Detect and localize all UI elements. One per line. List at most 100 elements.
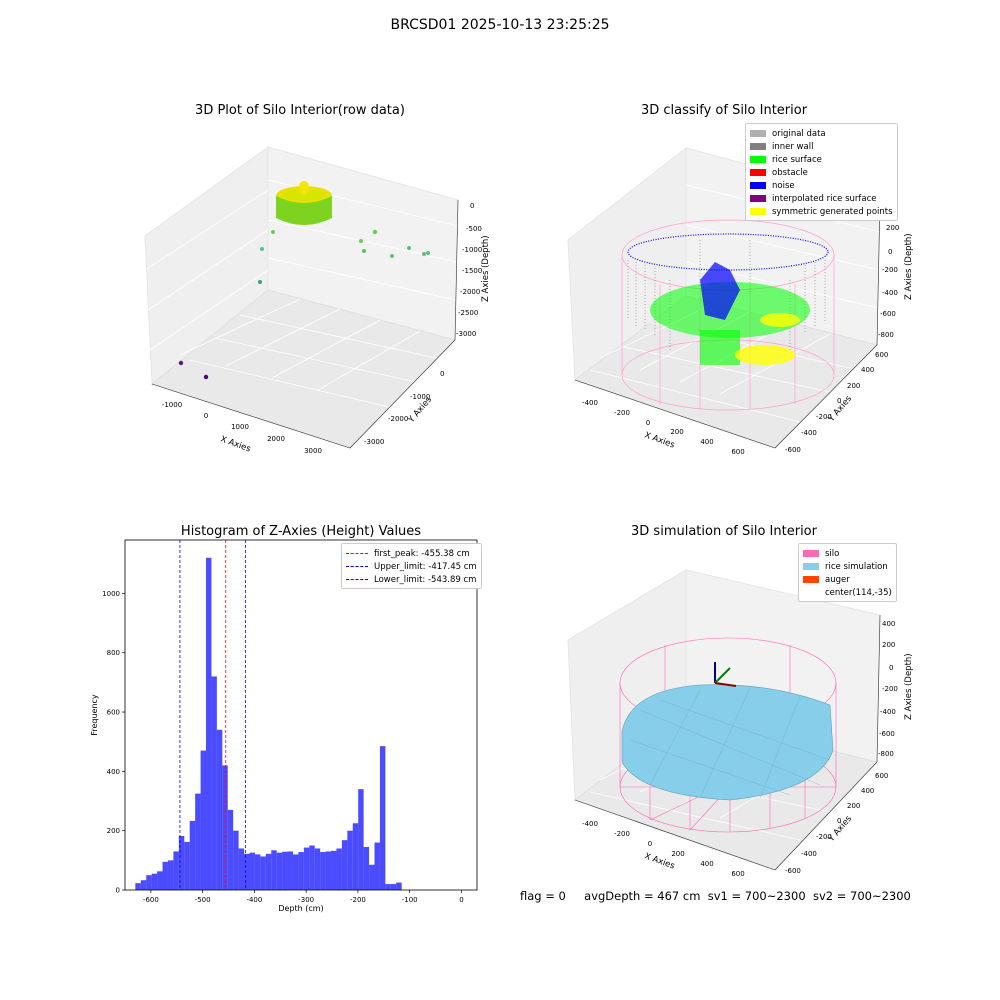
legend-item: obstacle: [750, 166, 893, 179]
classify-ytick: -400: [801, 429, 817, 437]
legend-label: symmetric generated points: [772, 206, 893, 217]
classify-ztick: 200: [886, 224, 899, 232]
raw-ytick: 0: [440, 370, 444, 378]
raw-ytick: -3000: [364, 438, 384, 446]
histogram-bar: [314, 848, 321, 890]
histogram-xtick-label: 0: [459, 896, 463, 904]
sim-ztick: -600: [879, 730, 895, 738]
legend-swatch: [750, 182, 766, 189]
histogram-bar: [206, 557, 212, 890]
sim-ztick: 200: [882, 641, 895, 649]
legend-label: first_peak: -455.38 cm: [374, 548, 470, 559]
histogram-legend: first_peak: -455.38 cm Upper_limit: -417…: [341, 543, 482, 589]
histogram-bar: [303, 847, 310, 890]
histogram-bar: [157, 871, 163, 890]
sim-zlabel: Z Axies (Depth): [904, 653, 914, 720]
sim-ztick: 0: [889, 664, 893, 672]
histogram-xlabel: Depth (cm): [278, 904, 323, 913]
histogram-bar: [352, 823, 359, 890]
sim-legend: silo rice simulation auger center(114,-3…: [798, 543, 897, 602]
classify-ztick: -600: [880, 310, 896, 318]
legend-swatch: [803, 589, 819, 596]
raw-points: [178, 181, 430, 380]
raw-xtick: 2000: [267, 435, 285, 443]
figure-title: BRCSD01 2025-10-13 23:25:25: [390, 17, 610, 33]
legend-item: Lower_limit: -543.89 cm: [346, 573, 477, 586]
classify-ztick: 0: [888, 248, 892, 256]
histogram-xtick-label: -100: [402, 896, 418, 904]
sim-ytick: -600: [785, 867, 801, 875]
histogram-xtick-label: -500: [195, 896, 211, 904]
classify-ytick: 400: [861, 366, 874, 374]
histogram-bar: [184, 841, 190, 890]
histogram-bar: [396, 882, 402, 890]
histogram-bar: [146, 875, 152, 890]
legend-item: rice surface: [750, 153, 893, 166]
histogram-bar: [216, 729, 223, 890]
histogram-bar: [244, 853, 250, 890]
status-avg-depth: avgDepth = 467 cm: [584, 889, 701, 903]
classify-ytick: 200: [847, 382, 860, 390]
status-sv1: sv1 = 700~2300: [707, 889, 806, 903]
classify-xtick: -400: [582, 399, 598, 407]
raw-ztick: -500: [466, 225, 482, 233]
legend-swatch: [750, 156, 766, 163]
legend-label: obstacle: [772, 167, 808, 178]
histogram-ytick-label: 800: [107, 649, 120, 657]
histogram-ytick-label: 400: [107, 768, 120, 776]
legend-swatch: [346, 553, 368, 554]
histogram-bar: [233, 830, 239, 890]
classify-ztick: -800: [878, 331, 894, 339]
legend-item: noise: [750, 179, 893, 192]
histogram-xtick-label: -300: [298, 896, 314, 904]
legend-swatch: [750, 130, 766, 137]
histogram-xticks: -600 -500 -400 -300 -200 -100 0: [143, 890, 464, 904]
classify-xtick: 400: [700, 438, 713, 446]
histogram-title: Histogram of Z-Axies (Height) Values: [180, 524, 422, 539]
histogram-bar: [347, 830, 353, 890]
histogram-xtick-label: -600: [143, 896, 159, 904]
histogram-bar: [325, 851, 332, 890]
raw-ztick: -1000: [462, 246, 482, 254]
legend-item: rice simulation: [803, 560, 892, 573]
histogram-bar: [369, 864, 375, 890]
histogram-chart: -600 -500 -400 -300 -200 -100 0 0 200 400 600 800 1…: [90, 539, 478, 913]
histogram-bar: [135, 883, 141, 890]
classify-xtick: 0: [646, 419, 650, 427]
legend-label: silo: [825, 548, 840, 559]
histogram-ytick-label: 0: [116, 887, 120, 895]
sim-ztick: -800: [878, 750, 894, 758]
histogram-ytick-label: 1000: [102, 590, 120, 598]
classify-ytick: 600: [875, 351, 888, 359]
legend-label: auger: [825, 574, 850, 585]
classify-zlabel: Z Axies (Depth): [904, 233, 914, 300]
histogram-xtick-label: -400: [246, 896, 262, 904]
legend-swatch: [750, 143, 766, 150]
raw-xtick: 0: [204, 412, 208, 420]
classify-xtick: -200: [614, 409, 630, 417]
classify-ytick: -600: [785, 446, 801, 454]
legend-label: Upper_limit: -417.45 cm: [374, 561, 477, 572]
legend-swatch: [750, 195, 766, 202]
raw-xtick: 1000: [231, 423, 249, 431]
sim-xtick: -400: [582, 820, 598, 828]
legend-item: auger: [803, 573, 892, 586]
legend-label: original data: [772, 128, 826, 139]
raw-ytick: -2000: [388, 415, 408, 423]
legend-item: center(114,-35): [803, 586, 892, 599]
classify-plot-title: 3D classify of Silo Interior: [640, 103, 808, 118]
axis-gizmo: [714, 662, 737, 687]
histogram-yticks: 0 200 400 600 800 1000: [102, 590, 125, 895]
sim-plot-title: 3D simulation of Silo Interior: [631, 524, 817, 539]
histogram-bar: [254, 854, 261, 890]
sim-ztick: 400: [882, 620, 895, 628]
raw-3d-plot: -1000 0 1000 2000 3000 0 -1000 -2000 -30…: [144, 146, 491, 455]
legend-swatch: [346, 579, 368, 580]
legend-label: noise: [772, 180, 795, 191]
legend-item: silo: [803, 547, 892, 560]
sim-xtick: 400: [700, 860, 713, 868]
sim-3d-plot: -400 -200 0 200 400 600 600 400 200 0 -2…: [567, 569, 914, 878]
sim-ytick: 0: [837, 817, 841, 825]
histogram-bar: [200, 750, 207, 890]
classify-xtick: 200: [670, 428, 683, 436]
